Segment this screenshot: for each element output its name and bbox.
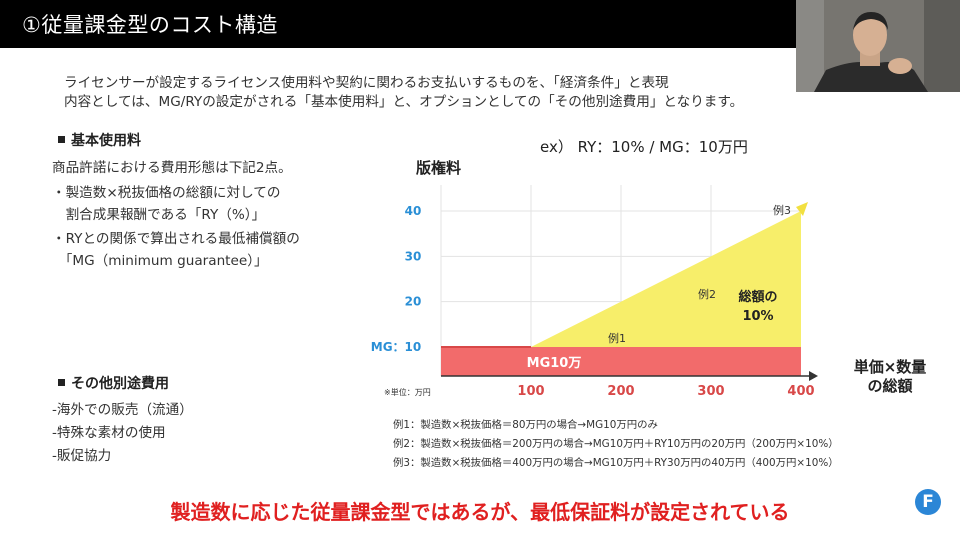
mg-band-label: MG10万 (527, 356, 582, 371)
mg-area (441, 347, 801, 376)
ry-area (531, 211, 801, 347)
y-tick-mg-label: MG：10 (371, 340, 422, 354)
y-axis-label: 版権料 (416, 159, 462, 177)
x-tick-label: 100 (517, 384, 544, 399)
x-axis-arrow-icon (809, 371, 818, 381)
basic-fee-line: 割合成果報酬である「RY（%）」 (52, 207, 266, 223)
square-bullet-icon (58, 378, 65, 386)
example-marker-label: 例3 (773, 203, 791, 217)
x-tick-label: 400 (787, 384, 814, 399)
square-bullet-icon (58, 135, 65, 143)
ry-area-label: 総額の (738, 289, 777, 305)
basic-fee-line: ・製造数×税抜価格の総額に対しての (52, 185, 281, 201)
chart-title: ex） RY：10% / MG：10万円 (540, 138, 748, 156)
other-fee-item: -特殊な素材の使用 (52, 425, 166, 441)
unit-note: ※単位：万円 (384, 388, 431, 397)
conclusion-text: 製造数に応じた従量課金型ではあるが、最低保証料が設定されている (170, 500, 790, 524)
x-tick-label: 300 (697, 384, 724, 399)
example-marker-label: 例1 (608, 331, 626, 345)
basic-fee-heading: 基本使用料 (58, 130, 141, 150)
slide-title: ①従量課金型のコスト構造 (22, 13, 278, 37)
brand-logo-icon: F (915, 489, 941, 515)
basic-fee-line: ・RYとの関係で算出される最低補償額の (52, 231, 300, 247)
y-tick-label: 40 (405, 204, 422, 218)
x-tick-label: 200 (607, 384, 634, 399)
other-fee-item: -海外での販売（流通） (52, 402, 193, 418)
other-fee-item: -販促協力 (52, 448, 112, 464)
example-marker-label: 例2 (698, 287, 716, 301)
intro-line-2: 内容としては、MG/RYの設定がされる「基本使用料」と、オプションとしての「その… (64, 94, 744, 110)
ry-area-label: 10% (742, 309, 773, 324)
other-fees-heading: その他別途費用 (58, 373, 169, 393)
y-tick-label: 30 (405, 249, 422, 263)
x-axis-label-text: 単価×数量の総額 (853, 358, 927, 395)
example-3: 例3：製造数×税抜価格＝400万円の場合→MG10万円＋RY30万円の40万円（… (393, 457, 839, 469)
webcam-video (796, 0, 960, 92)
y-tick-label: 20 (405, 295, 422, 309)
basic-fee-line: 商品許諾における費用形態は下記2点。 (52, 160, 292, 176)
presenter-image (796, 0, 960, 92)
intro-line-1: ライセンサーが設定するライセンス使用料や契約に関わるお支払いするものを、「経済条… (64, 75, 669, 91)
x-axis-label: 単価×数量の総額 (853, 358, 927, 396)
example-2: 例2：製造数×税抜価格＝200万円の場合→MG10万円＋RY10万円の20万円（… (393, 438, 839, 450)
example-1: 例1：製造数×税抜価格＝80万円の場合→MG10万円のみ (393, 419, 658, 431)
ry-arrow-icon (796, 202, 808, 216)
basic-fee-line: 「MG（minimum guarantee）」 (52, 253, 268, 269)
